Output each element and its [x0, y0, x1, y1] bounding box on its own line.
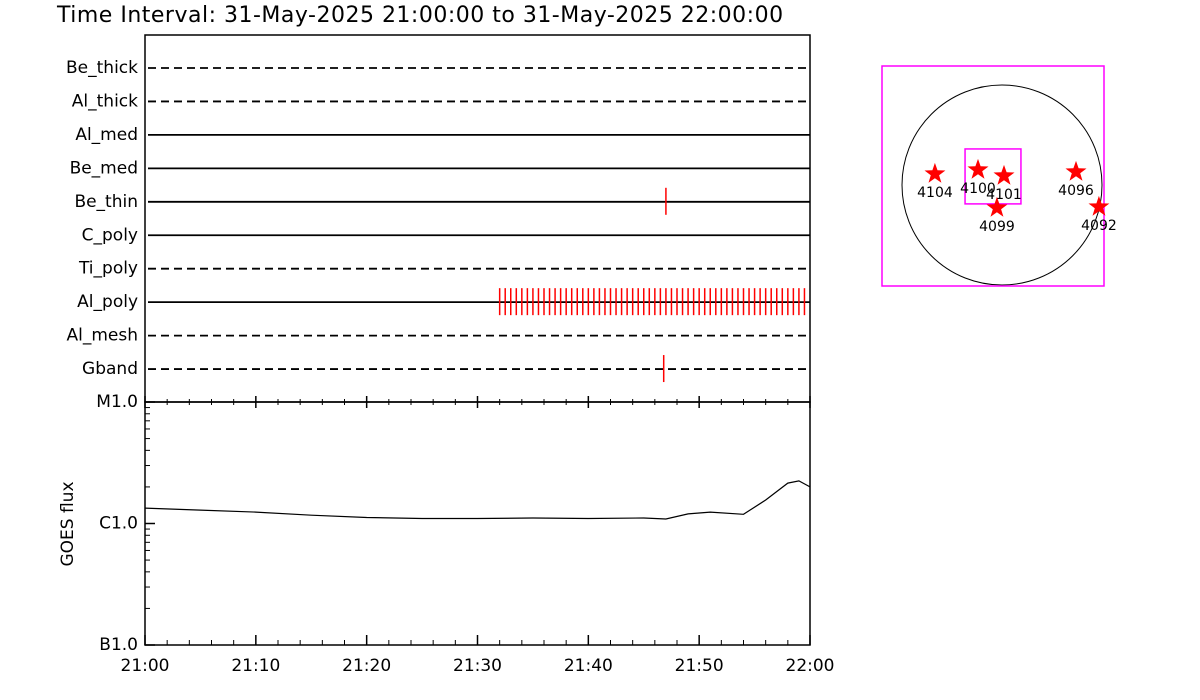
map-frame — [881, 65, 1105, 287]
x-tick-label: 21:20 — [342, 656, 391, 676]
solar-disk — [901, 84, 1103, 286]
region-label: 4099 — [979, 219, 1015, 235]
goes-flux-line — [144, 480, 811, 520]
filter-label: Ti_poly — [78, 259, 138, 279]
region-star — [924, 162, 946, 183]
filter-label: Al_mesh — [66, 326, 138, 346]
filter-label: Be_thin — [74, 192, 138, 212]
y-tick-label: B1.0 — [99, 635, 138, 655]
region-label: 4100 — [960, 181, 996, 197]
y-tick-label: M1.0 — [96, 392, 138, 412]
filter-label: Be_thick — [66, 58, 138, 78]
y-axis-label: GOES flux — [58, 481, 78, 566]
x-tick-label: 22:00 — [786, 656, 835, 676]
region-star — [1065, 160, 1087, 181]
x-tick-label: 21:10 — [231, 656, 280, 676]
region-label: 4096 — [1058, 183, 1094, 199]
field-of-view — [964, 148, 1022, 205]
region-star — [967, 158, 989, 179]
filter-label: Gband — [82, 359, 138, 379]
y-tick-label: C1.0 — [99, 514, 138, 534]
region-star — [1088, 195, 1110, 216]
x-tick-label: 21:40 — [564, 656, 613, 676]
region-label: 4101 — [986, 187, 1022, 203]
x-tick-label: 21:30 — [453, 656, 502, 676]
x-tick-label: 21:50 — [675, 656, 724, 676]
x-tick-label: 21:00 — [121, 656, 170, 676]
region-label: 4104 — [917, 185, 953, 201]
chart-title: Time Interval: 31-May-2025 21:00:00 to 3… — [56, 3, 784, 28]
filter-label: Al_med — [75, 125, 138, 145]
filter-label: C_poly — [82, 225, 138, 245]
region-star — [993, 164, 1015, 185]
filter-label: Be_med — [70, 158, 138, 178]
filter-label: Al_poly — [77, 292, 138, 312]
region-star — [986, 196, 1008, 217]
region-label: 4092 — [1081, 218, 1117, 234]
filter-label: Al_thick — [72, 91, 138, 111]
